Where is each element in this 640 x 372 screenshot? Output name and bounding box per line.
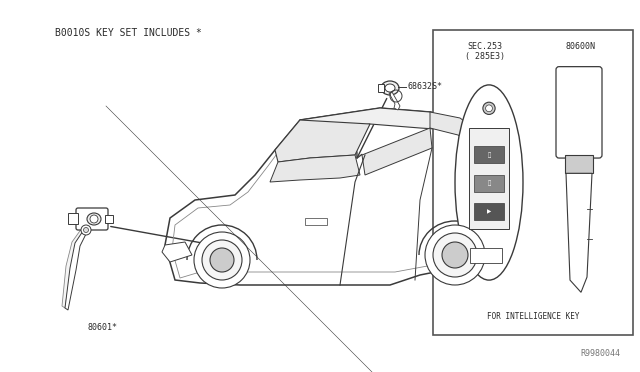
Text: 68632S*: 68632S*	[408, 81, 443, 90]
Polygon shape	[430, 112, 490, 148]
Bar	[468, 128, 509, 230]
Circle shape	[486, 105, 492, 112]
Bar	[474, 174, 504, 192]
Circle shape	[90, 215, 98, 223]
Bar	[470, 248, 502, 263]
Circle shape	[202, 240, 242, 280]
Text: 🔒: 🔒	[488, 180, 491, 186]
Circle shape	[81, 225, 91, 235]
Text: ▶: ▶	[487, 209, 491, 214]
Text: SEC.253: SEC.253	[467, 42, 502, 51]
Circle shape	[433, 233, 477, 277]
Text: R9980044: R9980044	[580, 349, 620, 358]
Bar	[378, 84, 384, 92]
Ellipse shape	[381, 81, 399, 95]
Bar	[474, 146, 504, 163]
Circle shape	[483, 102, 495, 115]
FancyBboxPatch shape	[76, 208, 108, 230]
Polygon shape	[295, 108, 460, 136]
Polygon shape	[362, 128, 432, 175]
Ellipse shape	[455, 85, 523, 280]
Bar	[305, 218, 327, 225]
FancyBboxPatch shape	[556, 67, 602, 158]
Polygon shape	[65, 228, 88, 310]
Polygon shape	[275, 120, 370, 162]
Bar	[433, 30, 633, 335]
Polygon shape	[165, 108, 510, 285]
Ellipse shape	[385, 84, 395, 92]
Polygon shape	[566, 173, 592, 292]
Bar	[68, 213, 78, 224]
Polygon shape	[270, 155, 360, 182]
Text: 80600N: 80600N	[566, 42, 596, 51]
Polygon shape	[62, 228, 86, 308]
Ellipse shape	[87, 213, 101, 225]
Text: FOR INTELLIGENCE KEY: FOR INTELLIGENCE KEY	[487, 312, 579, 321]
Circle shape	[425, 225, 485, 285]
Text: ( 285E3): ( 285E3)	[465, 52, 505, 61]
Text: 80601*: 80601*	[88, 323, 118, 332]
Bar	[474, 203, 504, 220]
Text: B0010S KEY SET INCLUDES *: B0010S KEY SET INCLUDES *	[55, 28, 202, 38]
Circle shape	[194, 232, 250, 288]
Circle shape	[83, 228, 88, 232]
Text: 🔒: 🔒	[488, 152, 491, 157]
Polygon shape	[162, 242, 192, 262]
Bar	[565, 155, 593, 173]
Polygon shape	[480, 228, 512, 275]
Circle shape	[442, 242, 468, 268]
Circle shape	[210, 248, 234, 272]
Polygon shape	[389, 92, 400, 110]
Bar	[105, 215, 113, 223]
